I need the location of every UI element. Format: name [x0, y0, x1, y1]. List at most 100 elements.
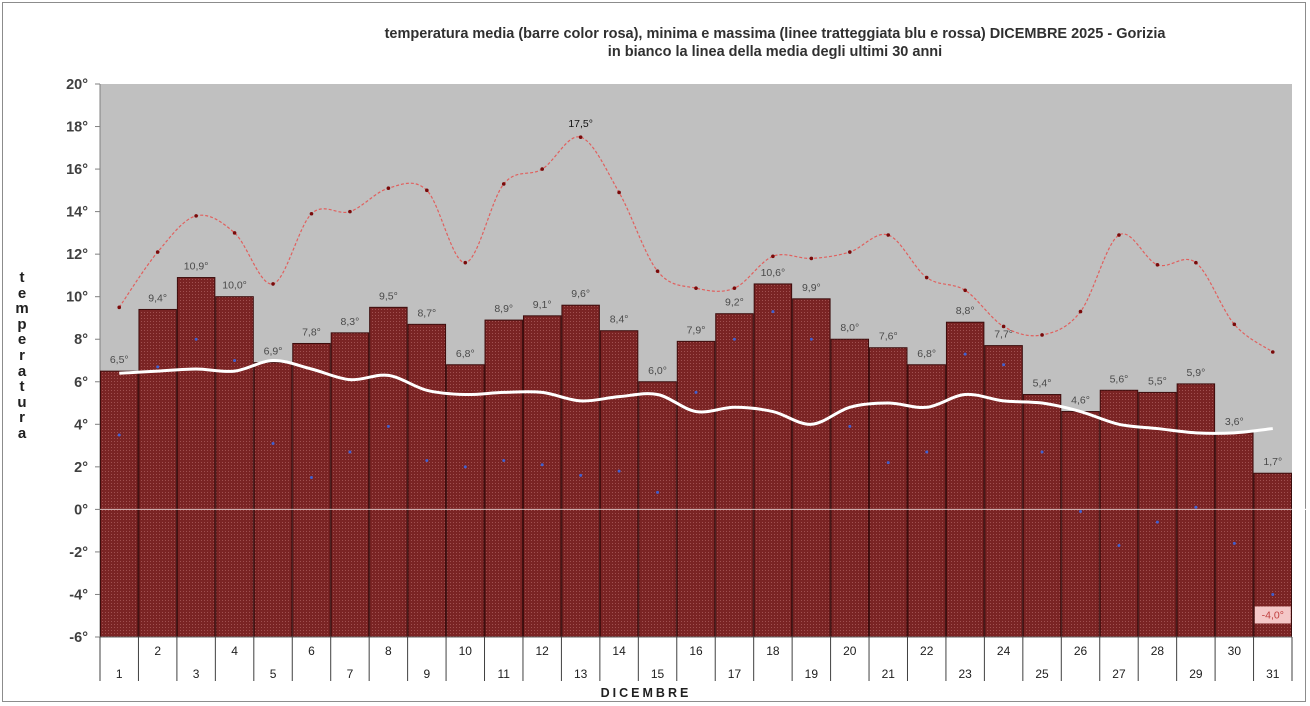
- x-axis-title: DICEMBRE: [601, 686, 692, 700]
- min-temp-point: [540, 463, 544, 467]
- mean-bar: [100, 370, 139, 638]
- mean-bar: [869, 347, 908, 638]
- mean-bar-label: 6,9°: [264, 346, 283, 358]
- min-temp-point: [848, 424, 852, 428]
- x-tick-label: 18: [766, 644, 780, 658]
- x-tick-label: 28: [1151, 644, 1165, 658]
- x-tick-label: 15: [651, 667, 665, 681]
- y-tick-label: 20°: [66, 77, 88, 93]
- mean-bar: [253, 362, 293, 638]
- min-value-box: [1254, 606, 1291, 624]
- mean-bar: [1061, 411, 1100, 638]
- max-temp-point: [694, 286, 698, 290]
- mean-bar-label: 10,0°: [222, 280, 247, 292]
- mean-bar: [446, 364, 485, 638]
- min-temp-point: [463, 465, 467, 469]
- mean-bar-label: 5,6°: [1110, 373, 1129, 385]
- mean-bar-label: 8,4°: [610, 314, 629, 326]
- y-tick-label: -4°: [69, 587, 88, 603]
- min-temp-point: [309, 475, 313, 479]
- min-temp-point: [886, 461, 890, 465]
- mean-bar-label: 6,8°: [917, 348, 936, 360]
- max-temp-point: [271, 282, 275, 286]
- mean-bar-label: 9,5°: [379, 290, 398, 302]
- y-tick-label: 0°: [74, 502, 88, 518]
- x-tick-label: 1: [116, 667, 123, 681]
- x-tick-label: 27: [1112, 667, 1126, 681]
- x-tick-label: 7: [347, 667, 354, 681]
- mean-bar: [945, 321, 985, 638]
- chart-subtitle: in bianco la linea della media degli ult…: [607, 44, 943, 60]
- min-temp-point: [386, 424, 390, 428]
- mean-bar: [292, 342, 331, 638]
- max-temp-point: [1232, 322, 1237, 327]
- max-temp-point: [1155, 262, 1160, 267]
- x-tick-label: 6: [308, 644, 315, 658]
- x-tick-label: 25: [1035, 667, 1049, 681]
- min-temp-point: [1079, 510, 1083, 514]
- mean-bar-label: 9,4°: [148, 292, 167, 304]
- mean-bar-label: 5,9°: [1186, 367, 1205, 379]
- avg-30yr-line: [119, 358, 1273, 435]
- max-temp-point: [194, 214, 198, 218]
- max-temp-point: [1194, 260, 1198, 265]
- max-temp-point: [732, 286, 737, 290]
- x-tick-label: 23: [958, 667, 972, 681]
- x-tick-label: 8: [385, 644, 392, 658]
- mean-bar-label: 1,7°: [1263, 456, 1282, 468]
- mean-bar: [522, 315, 562, 638]
- min-temp-point: [579, 473, 583, 477]
- max-temp-point: [1117, 233, 1121, 237]
- mean-bar: [330, 332, 370, 638]
- max-temp-point: [309, 211, 314, 216]
- max-temp-point: [771, 254, 775, 259]
- mean-bar: [907, 364, 946, 638]
- mean-bar-label: 4,6°: [1071, 395, 1090, 407]
- max-temp-point: [155, 250, 160, 254]
- y-tick-label: 2°: [74, 460, 88, 476]
- mean-bar-label: 8,7°: [417, 307, 436, 319]
- max-temp-point: [1040, 333, 1044, 337]
- max-temp-point: [578, 135, 583, 139]
- y-tick-label: -2°: [69, 545, 88, 561]
- x-tick-label: 11: [498, 667, 511, 681]
- y-tick-label: 12°: [66, 247, 88, 263]
- x-tick-label: 13: [574, 667, 588, 681]
- mean-bar: [369, 306, 408, 638]
- x-tick-label: 26: [1074, 644, 1088, 658]
- max-temp-point: [117, 305, 122, 310]
- max-temp-point: [848, 250, 852, 254]
- min-temp-point: [1155, 520, 1159, 524]
- y-tick-label: 4°: [74, 417, 88, 433]
- min-temp-point: [694, 390, 698, 394]
- min-temp-point: [771, 310, 775, 314]
- max-value-label: 17,5°: [568, 118, 593, 130]
- min-temp-point: [233, 359, 237, 362]
- mean-bar-label: 7,7°: [994, 329, 1013, 341]
- mean-bar-label: 6,0°: [648, 365, 667, 377]
- mean-bar-label: 9,9°: [802, 282, 821, 294]
- min-temp-point: [656, 490, 660, 494]
- mean-bar: [599, 330, 639, 638]
- mean-bar-label: 7,9°: [687, 324, 706, 336]
- mean-bar-label: 5,4°: [1033, 378, 1052, 390]
- min-temp-point: [963, 352, 967, 356]
- max-temp-point: [963, 288, 967, 293]
- x-tick-label: 2: [154, 644, 161, 658]
- min-temp-point: [1232, 541, 1236, 545]
- mean-bar: [561, 304, 600, 638]
- x-tick-label: 29: [1189, 667, 1203, 681]
- x-tick-label: 17: [728, 667, 742, 681]
- mean-bar-label: 6,8°: [456, 348, 475, 360]
- x-tick-label: 14: [612, 644, 626, 658]
- mean-bar: [138, 308, 177, 638]
- x-tick-label: 10: [459, 644, 473, 658]
- min-temp-point: [1117, 544, 1121, 548]
- min-temp-point: [117, 433, 121, 437]
- mean-bar-label: 9,1°: [533, 299, 552, 311]
- mean-bar: [407, 323, 447, 638]
- mean-bar: [715, 313, 754, 638]
- mean-bar: [792, 298, 831, 638]
- x-tick-label: 5: [270, 667, 277, 681]
